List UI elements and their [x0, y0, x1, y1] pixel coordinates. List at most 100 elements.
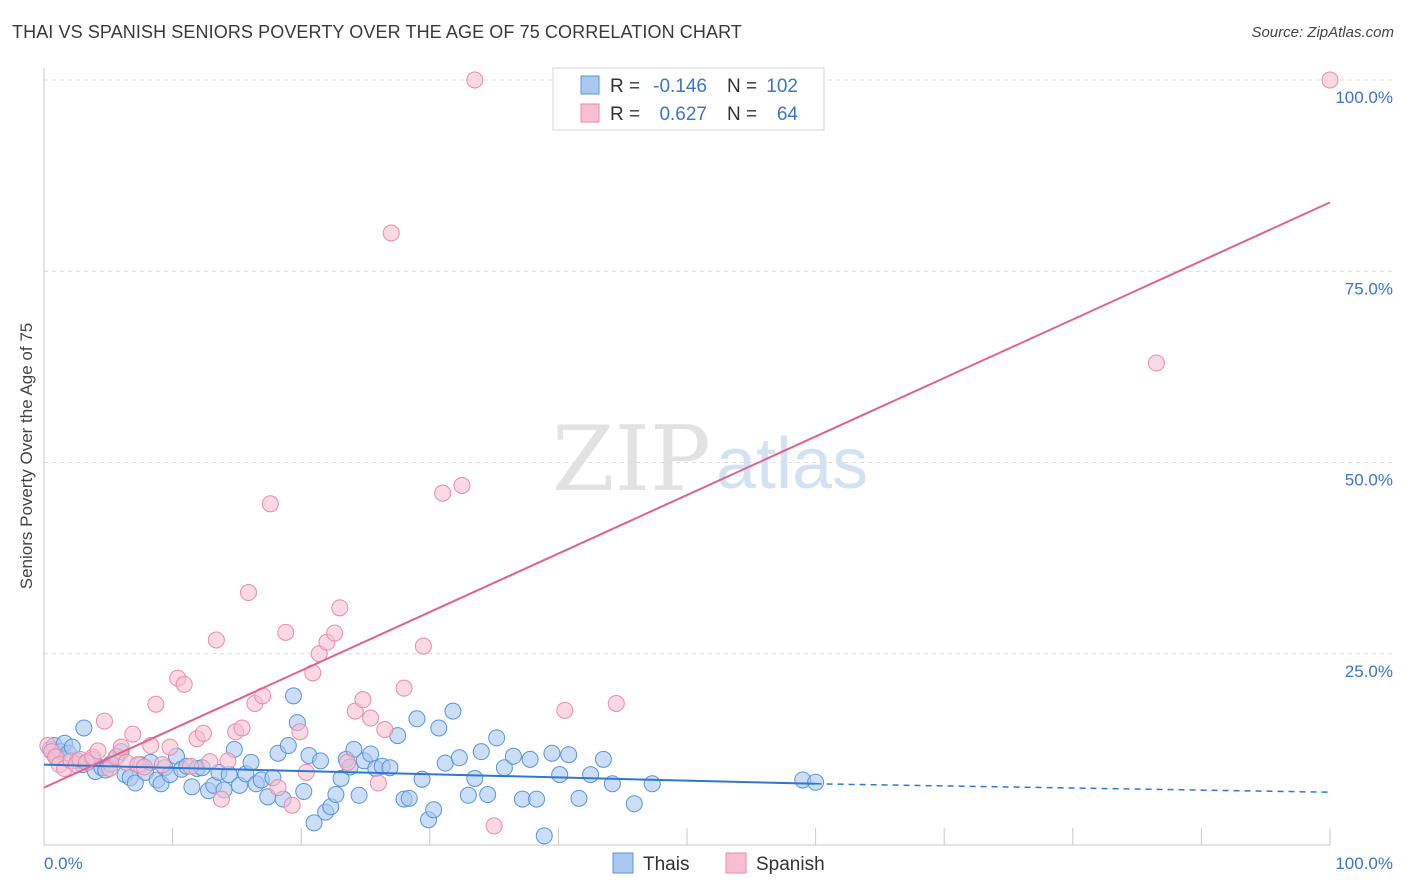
spanish-point-28: [201, 753, 219, 771]
thais-point-31: [183, 778, 201, 796]
legend-spanish-n-value: 64: [777, 104, 799, 125]
spanish-point-37: [261, 495, 279, 513]
thais-point-88: [521, 750, 539, 768]
legend-thais-r-label: R =: [610, 76, 640, 97]
spanish-point-63: [1147, 354, 1165, 372]
thais-point-73: [413, 770, 431, 788]
legend-spanish-r-value: 0.627: [659, 104, 707, 125]
source-credit: Source: ZipAtlas.com: [1251, 24, 1394, 41]
thais-point-78: [444, 702, 462, 720]
spanish-point-11: [95, 712, 113, 730]
thais-point-71: [400, 789, 418, 807]
spanish-point-52: [369, 774, 387, 792]
thais-point-49: [279, 737, 297, 755]
legend-spanish-n-label: N =: [727, 104, 757, 125]
legend-thais-r-value: -0.146: [653, 76, 707, 97]
thais-point-77: [436, 754, 454, 772]
x-tick-label-0: 0.0%: [44, 854, 83, 873]
spanish-point-33: [233, 719, 251, 737]
y-tick-label-25: 25.0%: [1345, 662, 1393, 681]
spanish-trend-line: [43, 201, 1331, 789]
thais-point-58: [327, 786, 345, 804]
legend-thais-n-value: 102: [766, 76, 798, 97]
spanish-point-59: [466, 71, 484, 89]
thais-point-94: [570, 789, 588, 807]
thais-point-59: [332, 769, 350, 787]
series-legend-thais-label: Thais: [643, 854, 689, 875]
thais-point-95: [582, 766, 600, 784]
spanish-point-50: [354, 691, 372, 709]
thais-point-84: [488, 729, 506, 747]
series-legend-thais-swatch: [612, 852, 634, 874]
spanish-point-30: [212, 790, 230, 808]
thais-point-76: [430, 719, 448, 737]
spanish-point-38: [269, 779, 287, 797]
legend-spanish-r-label: R =: [610, 104, 640, 125]
legend-spanish-swatch: [580, 103, 600, 123]
thais-point-65: [362, 745, 380, 763]
series-legend: Thais Spanish: [612, 852, 825, 875]
spanish-point-62: [607, 694, 625, 712]
thais-point-86: [504, 747, 522, 765]
x-tick-label-100: 100.0%: [1335, 854, 1393, 873]
thais-point-93: [560, 746, 578, 764]
y-tick-label-50: 50.0%: [1345, 471, 1393, 490]
legend-thais-n-label: N =: [727, 76, 757, 97]
thais-point-99: [643, 775, 661, 793]
thais-point-55: [311, 752, 329, 770]
thais-trend-extension: [815, 783, 1331, 793]
thais-point-91: [543, 744, 561, 762]
spanish-point-27: [194, 724, 212, 742]
x-axis-ticks: [43, 828, 1331, 845]
trend-lines: [43, 201, 1331, 793]
spanish-point-56: [414, 637, 432, 655]
spanish-point-10: [89, 742, 107, 760]
spanish-point-31: [219, 752, 237, 770]
spanish-point-34: [239, 584, 257, 602]
thais-point-96: [594, 750, 612, 768]
thais-point-20: [126, 774, 144, 792]
thais-point-75: [425, 801, 443, 819]
spanish-point-24: [175, 675, 193, 693]
thais-point-63: [350, 786, 368, 804]
spanish-point-55: [395, 679, 413, 697]
watermark-zip: ZIP: [552, 407, 711, 512]
spanish-point-54: [382, 224, 400, 242]
spanish-point-57: [434, 484, 452, 502]
spanish-point-29: [207, 631, 225, 649]
thais-trend-line: [43, 763, 816, 785]
spanish-point-47: [331, 599, 349, 617]
thais-point-98: [625, 795, 643, 813]
thais-point-92: [551, 766, 569, 784]
thais-point-54: [305, 814, 323, 832]
y-axis-title: Seniors Poverty Over the Age of 75: [17, 323, 36, 589]
thais-point-82: [472, 743, 490, 761]
thais-point-81: [466, 769, 484, 787]
thais-point-87: [513, 790, 531, 808]
thais-point-90: [535, 827, 553, 845]
spanish-point-22: [161, 738, 179, 756]
spanish-point-46: [326, 624, 344, 642]
thais-point-9: [75, 719, 93, 737]
spanish-point-20: [147, 695, 165, 713]
thais-point-89: [528, 790, 546, 808]
spanish-point-40: [283, 796, 301, 814]
chart-title: THAI VS SPANISH SENIORS POVERTY OVER THE…: [12, 22, 742, 42]
spanish-point-39: [277, 623, 295, 641]
watermark-atlas: atlas: [716, 424, 868, 504]
thais-point-101: [807, 773, 825, 791]
spanish-point-51: [362, 709, 380, 727]
series-legend-spanish-swatch: [725, 852, 747, 874]
thais-point-50: [284, 687, 302, 705]
thais-point-83: [479, 786, 497, 804]
spanish-point-25: [182, 757, 200, 775]
y-tick-labels: 25.0% 50.0% 75.0% 100.0%: [1335, 88, 1393, 681]
spanish-point-42: [297, 763, 315, 781]
thais-point-52: [295, 782, 313, 800]
spanish-point-21: [153, 756, 171, 774]
correlation-legend: R = -0.146 N = 102 R = 0.627 N = 64: [552, 67, 825, 131]
thais-point-68: [381, 759, 399, 777]
spanish-point-48: [338, 753, 356, 771]
thais-point-80: [459, 786, 477, 804]
